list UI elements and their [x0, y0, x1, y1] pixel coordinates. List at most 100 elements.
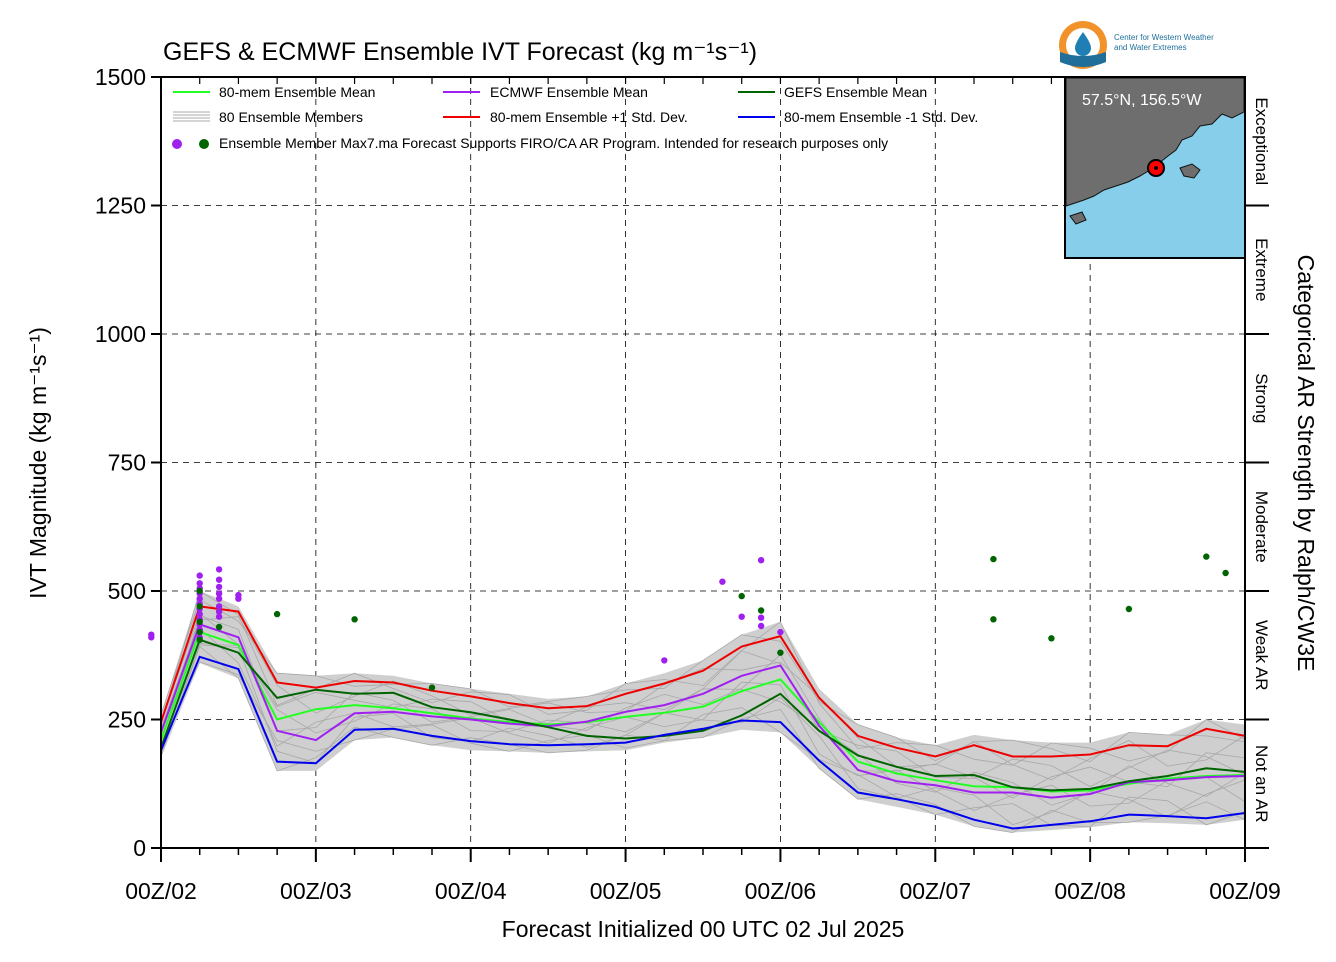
x-tick-label: 00Z/03 — [280, 878, 352, 904]
location-inset-map: 57.5°N, 156.5°W — [1064, 76, 1246, 259]
series-point — [741, 690, 743, 692]
series-point — [857, 769, 859, 771]
series-point — [508, 702, 510, 704]
location-marker-dot — [1154, 166, 1158, 170]
series-point — [779, 664, 782, 667]
series-point — [818, 730, 820, 732]
max-point — [196, 618, 203, 625]
inset-frame — [1064, 76, 1246, 259]
category-label: Moderate — [1252, 491, 1271, 563]
max-point — [215, 583, 223, 591]
series-point — [857, 735, 859, 737]
series-point — [741, 675, 743, 677]
legend-label-gefs: GEFS Ensemble Mean — [784, 84, 927, 100]
series-point — [663, 704, 665, 706]
max-point — [215, 623, 223, 631]
series-point — [547, 726, 549, 728]
series-point — [1205, 776, 1207, 778]
series-point — [199, 656, 201, 658]
max-point — [757, 607, 765, 614]
series-point — [1050, 789, 1052, 792]
logo-text-1: Center for Western Weather — [1114, 33, 1214, 42]
series-point — [702, 693, 704, 695]
series-point — [818, 760, 820, 762]
max-point — [196, 628, 203, 636]
series-point — [896, 780, 898, 782]
max-point — [1222, 569, 1229, 577]
max-point — [1048, 635, 1055, 642]
x-tick-label: 00Z/05 — [590, 878, 662, 904]
max-point — [351, 616, 358, 623]
series-point — [586, 735, 588, 737]
series-point — [1128, 783, 1130, 785]
series-point — [508, 743, 510, 745]
max-point — [196, 636, 203, 643]
series-point — [702, 730, 704, 732]
series-point — [586, 721, 588, 723]
series-point — [237, 636, 239, 638]
member-line — [160, 615, 1246, 799]
logo-text-2: and Water Extremes — [1114, 43, 1187, 52]
max-point — [777, 628, 784, 636]
series-point — [857, 791, 859, 794]
series-point — [431, 715, 433, 718]
series-point — [508, 718, 510, 721]
series-point — [973, 785, 975, 787]
series-point — [1012, 786, 1014, 788]
max-point — [215, 566, 223, 573]
series-point — [276, 730, 278, 732]
max-point — [196, 610, 203, 618]
series-point — [354, 712, 356, 714]
series-point — [508, 723, 510, 725]
legend: 80-mem Ensemble Mean ECMWF Ensemble Mean… — [172, 84, 978, 151]
series-point — [354, 704, 356, 706]
max-point — [196, 603, 203, 610]
series-point — [392, 711, 394, 713]
members-envelope — [161, 591, 1245, 833]
y-tick-label: 1500 — [95, 64, 146, 90]
series-point — [1167, 775, 1169, 777]
series-point — [625, 711, 627, 713]
series-point — [934, 755, 936, 758]
series-point — [973, 819, 975, 821]
series-point — [857, 761, 859, 763]
series-point — [470, 718, 472, 721]
max-point — [738, 613, 745, 620]
category-label: Weak AR — [1252, 620, 1271, 691]
series-point — [1205, 767, 1207, 769]
y-axis: 0 250 500 750 1000 1250 1500 — [95, 64, 161, 861]
series-point — [1167, 778, 1169, 780]
series-point — [392, 728, 394, 730]
inset-label: 57.5°N, 156.5°W — [1082, 92, 1202, 109]
series-point — [779, 635, 782, 637]
max-point — [990, 616, 997, 623]
legend-marker-ecmwf-max — [172, 139, 182, 149]
ar-categories: Not an AR Weak AR Moderate Strong Extreme Exc… — [1245, 97, 1271, 849]
max-point — [215, 595, 223, 602]
series-group — [160, 655, 1246, 830]
x-tick-label: 00Z/06 — [745, 878, 817, 904]
series-point — [392, 681, 394, 684]
series-point — [237, 668, 239, 670]
max-point — [1125, 605, 1133, 613]
series-point — [237, 644, 239, 646]
series-point — [392, 707, 394, 709]
legend-label-members: 80 Ensemble Members — [219, 109, 363, 125]
series-point — [431, 706, 433, 708]
members-envelope-fill — [161, 591, 1245, 833]
series-point — [625, 716, 627, 718]
series-point — [779, 678, 782, 681]
series-point — [741, 714, 743, 717]
series-point — [1089, 789, 1091, 792]
y-tick-label: 1000 — [95, 321, 146, 347]
series-lines — [160, 605, 1246, 830]
max-point — [757, 614, 765, 621]
y-tick-label: 250 — [108, 707, 146, 733]
max-points — [148, 553, 1229, 691]
series-point — [547, 707, 549, 709]
series-point — [1089, 753, 1091, 756]
series-point — [1167, 815, 1169, 817]
x-axis: 00Z/02 00Z/03 00Z/04 00Z/05 00Z/06 00Z/07 00Z/… — [125, 77, 1281, 904]
series-point — [470, 695, 472, 698]
series-point — [741, 645, 743, 648]
